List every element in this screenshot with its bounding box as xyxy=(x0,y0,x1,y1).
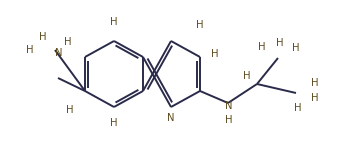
Text: H: H xyxy=(294,103,302,113)
Text: H: H xyxy=(196,20,204,30)
Text: H: H xyxy=(311,78,319,88)
Text: H: H xyxy=(110,17,118,27)
Text: N: N xyxy=(225,101,233,111)
Text: H: H xyxy=(64,37,72,47)
Text: H: H xyxy=(243,71,251,81)
Text: H: H xyxy=(292,43,300,53)
Text: H: H xyxy=(39,32,47,42)
Text: H: H xyxy=(276,38,284,48)
Text: N: N xyxy=(167,113,175,123)
Text: H: H xyxy=(258,42,266,52)
Text: H: H xyxy=(110,118,118,128)
Text: H: H xyxy=(26,45,34,55)
Text: N: N xyxy=(55,48,62,58)
Text: H: H xyxy=(66,105,74,115)
Text: H: H xyxy=(211,49,219,59)
Text: H: H xyxy=(311,93,319,103)
Text: H: H xyxy=(225,115,233,125)
